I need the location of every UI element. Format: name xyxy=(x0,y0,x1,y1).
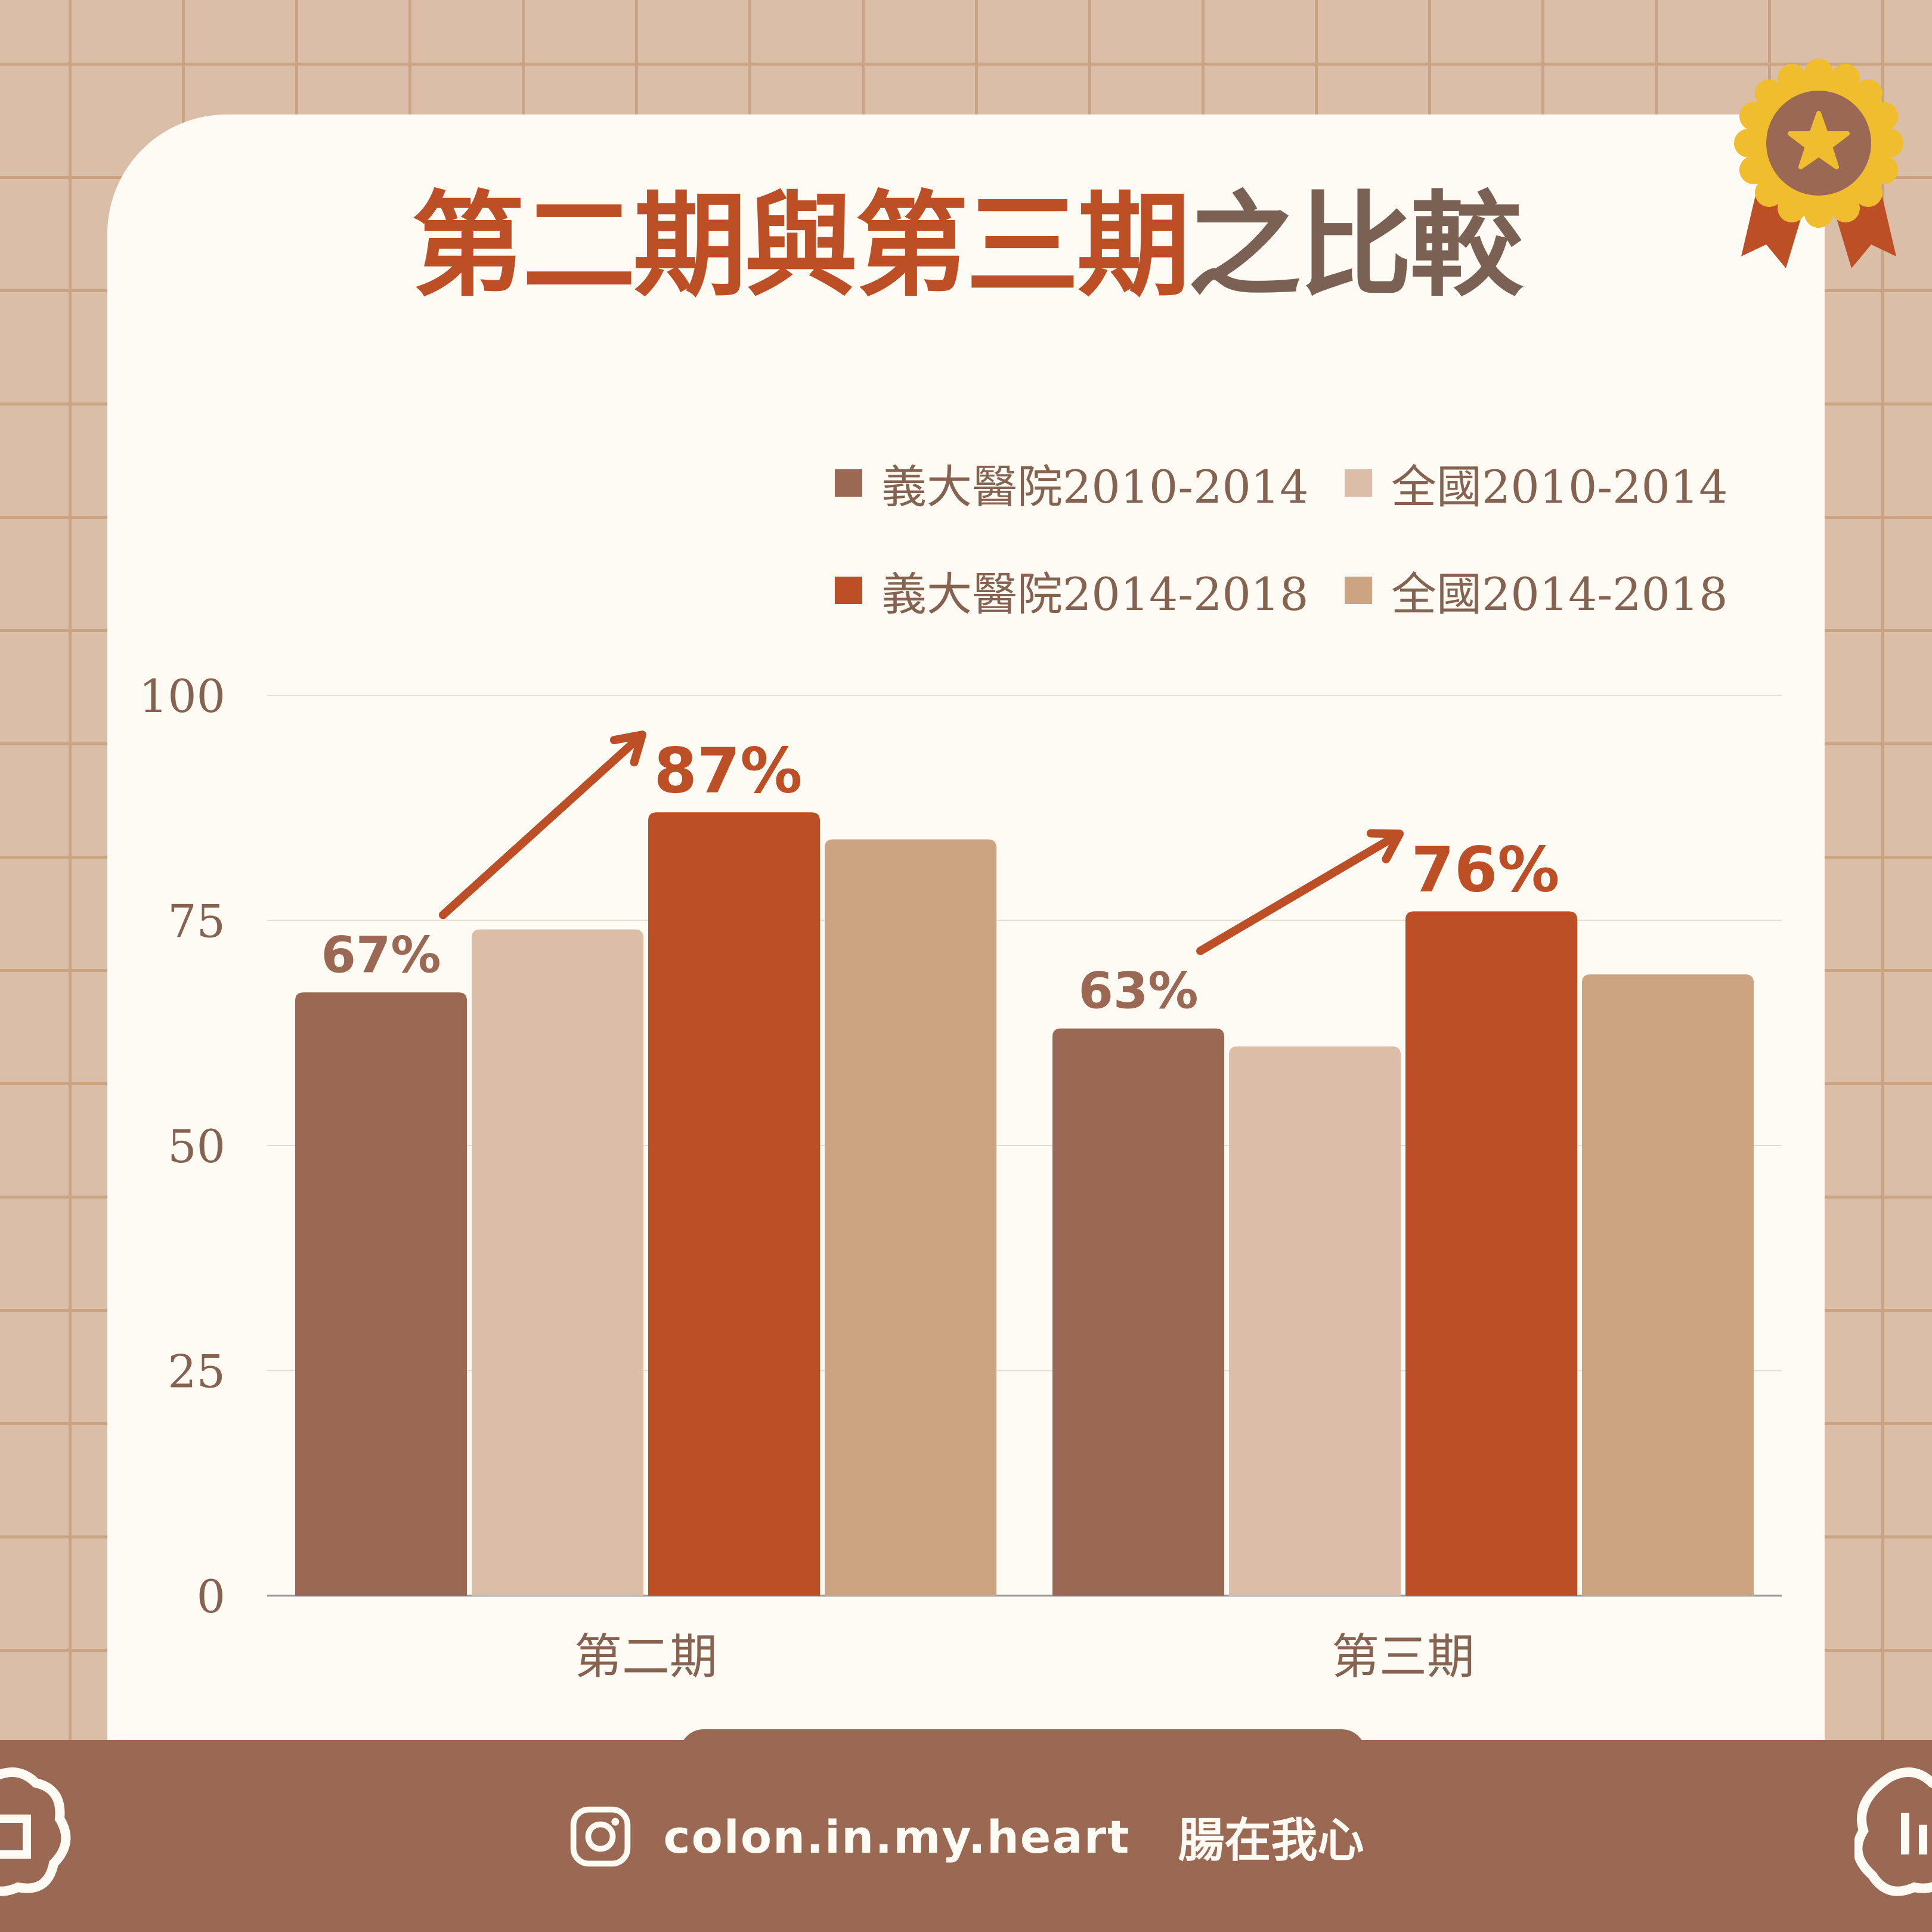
brand-name: 腸在我心 xyxy=(1178,1814,1364,1868)
trend-arrow xyxy=(1196,829,1404,955)
instagram-icon[interactable] xyxy=(568,1804,633,1869)
bar xyxy=(295,992,467,1596)
y-tick-label: 25 xyxy=(168,1345,225,1398)
left-corner-decoration xyxy=(0,1767,71,1896)
y-tick-label: 75 xyxy=(168,895,225,948)
x-tick-label: 第二期 xyxy=(574,1629,717,1685)
trend-arrow-head xyxy=(609,730,646,767)
footer-bar xyxy=(0,1740,1932,1932)
bar xyxy=(648,812,820,1596)
legend-label-2: 全國2010-2014 xyxy=(1391,460,1728,513)
legend-item-1: 義大醫院2010-2014 xyxy=(835,450,1309,516)
instagram-handle[interactable]: colon.in.my.heart xyxy=(663,1810,1131,1863)
y-tick-label: 100 xyxy=(139,670,225,723)
x-tick-label: 第三期 xyxy=(1332,1629,1475,1685)
y-tick-label: 0 xyxy=(197,1570,225,1623)
legend-label-1: 義大醫院2010-2014 xyxy=(881,460,1309,513)
page-title: 第二期與第三期之比較 xyxy=(0,190,1932,303)
legend-label-4: 全國2014-2018 xyxy=(1391,568,1728,621)
data-label: 87% xyxy=(654,734,803,807)
bar xyxy=(1405,911,1577,1596)
bar xyxy=(1582,974,1754,1596)
legend-item-4: 全國2014-2018 xyxy=(1345,558,1728,623)
award-ribbon-icon xyxy=(1734,58,1903,268)
title-accent: 第二期與第三期 xyxy=(411,180,1190,312)
footer-content: colon.in.my.heart 腸在我心 xyxy=(0,1801,1932,1872)
title-rest: 之比較 xyxy=(1188,180,1523,312)
bar xyxy=(1052,1028,1224,1596)
legend-label-3: 義大醫院2014-2018 xyxy=(881,568,1309,621)
trend-arrow-head xyxy=(1367,829,1404,863)
legend-item-3: 義大醫院2014-2018 xyxy=(835,558,1309,623)
trend-arrow xyxy=(439,730,646,919)
bar xyxy=(472,929,643,1596)
bar xyxy=(825,839,996,1596)
data-label: 67% xyxy=(321,925,441,984)
legend-swatch-2 xyxy=(1345,469,1372,497)
legend-swatch-4 xyxy=(1345,577,1372,604)
legend-item-2: 全國2010-2014 xyxy=(1345,450,1728,516)
legend-swatch-1 xyxy=(835,469,862,497)
data-label: 76% xyxy=(1411,833,1560,906)
right-corner-decoration xyxy=(1854,1767,1932,1896)
legend-swatch-3 xyxy=(835,577,862,604)
data-label: 63% xyxy=(1078,962,1198,1020)
bar xyxy=(1229,1046,1401,1596)
y-tick-label: 50 xyxy=(168,1120,225,1173)
